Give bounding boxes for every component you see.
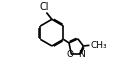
Text: CH₃: CH₃ bbox=[90, 41, 107, 50]
Text: O: O bbox=[66, 50, 73, 59]
Text: N: N bbox=[78, 50, 84, 59]
Text: Cl: Cl bbox=[40, 2, 49, 12]
